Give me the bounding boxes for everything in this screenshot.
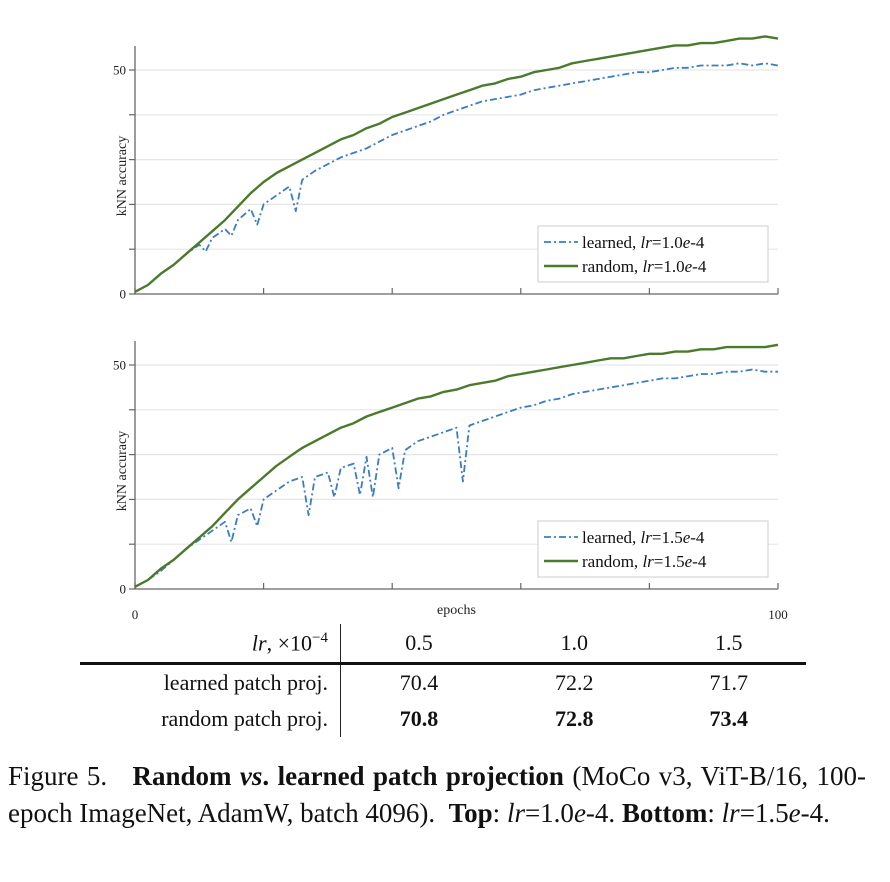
header-lr-exponent: −4 (312, 629, 328, 646)
caption-title-vs: vs (239, 761, 263, 791)
table-row: random patch proj. 70.8 72.8 73.4 (80, 701, 806, 737)
series-line-learned (134, 62, 779, 293)
series-line-learned (134, 368, 778, 588)
x-tick-label: 0 (132, 607, 139, 622)
caption-details: (MoCo v3, ViT-B/16, 100-epoch ImageNet, … (8, 761, 867, 828)
caption-e: e (788, 798, 801, 828)
caption-title-2: . learned patch projection (262, 761, 564, 791)
caption-e: e (573, 798, 586, 828)
legend-box (537, 520, 769, 578)
caption-bottom-value: =1.5 (739, 798, 789, 828)
legend-box (537, 225, 769, 283)
caption-top-tail: -4. (585, 798, 622, 828)
table-header-col: 0.5 (340, 624, 497, 665)
caption-lr: lr (506, 798, 525, 828)
table-header-col: 1.0 (497, 624, 652, 665)
caption-bottom-tail: -4. (800, 798, 830, 828)
series-line-random (134, 343, 779, 588)
x-tick-label: 100 (768, 607, 788, 622)
caption-top-label: Top (448, 798, 493, 828)
table-cell: 70.4 (399, 670, 439, 695)
table-cell: 72.2 (554, 670, 594, 695)
table-cell-best: 72.8 (554, 706, 594, 731)
y-tick-label: 50 (113, 358, 126, 373)
table-row: learned patch proj. 70.4 72.2 71.7 (80, 663, 806, 701)
chart-bottom: 0 50 0 100 epochs kNN accuracy learned, lr=1.5… (113, 341, 788, 622)
figure-caption: Figure 5. Random vs. learned patch proje… (8, 758, 866, 832)
legend-label-random: random, lr=1.5e-4 (582, 552, 707, 571)
results-table: lr, ×10−4 0.5 1.0 1.5 learned patch proj… (80, 624, 806, 737)
legend-label-random: random, lr=1.0e-4 (582, 257, 707, 276)
y-tick-label: 50 (113, 63, 126, 78)
table-cell: 71.7 (709, 670, 748, 695)
y-tick-label: 0 (120, 582, 127, 597)
caption-top-value: =1.0 (524, 798, 574, 828)
table-header-lr: lr, ×10−4 (80, 624, 341, 665)
table-cell-best: 73.4 (709, 706, 748, 731)
table-header-col: 1.5 (651, 624, 806, 665)
caption-colon: : (707, 798, 722, 828)
legend-label-learned: learned, lr=1.5e-4 (582, 528, 705, 547)
y-axis-label: kNN accuracy (115, 431, 130, 511)
series-line-random (134, 35, 779, 293)
figure-label: Figure 5. (8, 761, 108, 791)
caption-bottom-label: Bottom (621, 798, 708, 828)
table-header-row: lr, ×10−4 0.5 1.0 1.5 (80, 624, 806, 665)
header-lr-symbol: lr (251, 630, 267, 656)
y-tick-label: 0 (120, 287, 127, 301)
x-axis-label: epochs (437, 603, 476, 618)
table-cell-best: 70.8 (399, 706, 439, 731)
row-label: random patch proj. (80, 701, 341, 737)
caption-colon: : (492, 798, 507, 828)
caption-title-1: Random (132, 761, 240, 791)
caption-lr: lr (721, 798, 740, 828)
row-label: learned patch proj. (80, 663, 341, 701)
legend-label-learned: learned, lr=1.0e-4 (582, 233, 705, 252)
header-lr-rest: , ×10 (266, 630, 313, 656)
y-axis-label: kNN accuracy (115, 136, 130, 216)
